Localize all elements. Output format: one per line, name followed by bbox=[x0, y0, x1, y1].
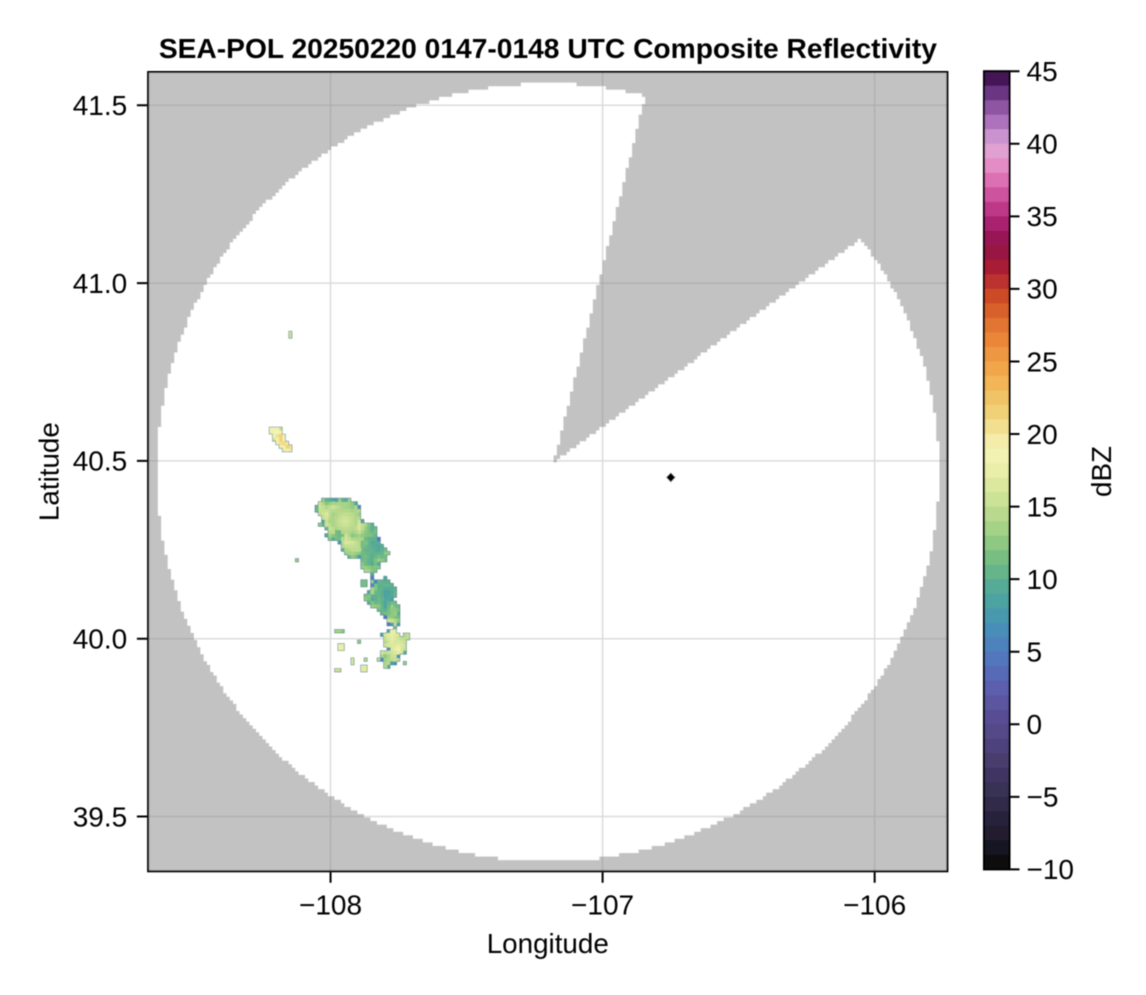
svg-text:−107: −107 bbox=[571, 890, 634, 921]
svg-text:−106: −106 bbox=[843, 890, 906, 921]
svg-text:−108: −108 bbox=[299, 890, 362, 921]
svg-text:20: 20 bbox=[1027, 419, 1058, 450]
svg-text:10: 10 bbox=[1027, 564, 1058, 595]
svg-text:Longitude: Longitude bbox=[487, 928, 609, 959]
svg-text:dBZ: dBZ bbox=[1086, 446, 1117, 497]
svg-text:41.5: 41.5 bbox=[73, 90, 128, 121]
svg-text:45: 45 bbox=[1027, 56, 1058, 87]
svg-text:5: 5 bbox=[1027, 637, 1043, 668]
svg-text:25: 25 bbox=[1027, 346, 1058, 377]
svg-text:−10: −10 bbox=[1027, 854, 1075, 885]
svg-text:35: 35 bbox=[1027, 201, 1058, 232]
svg-text:40.5: 40.5 bbox=[73, 446, 128, 477]
svg-text:39.5: 39.5 bbox=[73, 801, 128, 832]
svg-text:30: 30 bbox=[1027, 274, 1058, 305]
svg-text:0: 0 bbox=[1027, 709, 1043, 740]
svg-text:41.0: 41.0 bbox=[73, 268, 128, 299]
svg-text:SEA-POL 20250220 0147-0148 UTC: SEA-POL 20250220 0147-0148 UTC Composite… bbox=[159, 32, 937, 64]
svg-text:40.0: 40.0 bbox=[73, 624, 128, 655]
svg-text:40: 40 bbox=[1027, 129, 1058, 160]
svg-text:Latitude: Latitude bbox=[34, 422, 65, 521]
svg-text:−5: −5 bbox=[1027, 782, 1059, 813]
svg-text:15: 15 bbox=[1027, 491, 1058, 522]
